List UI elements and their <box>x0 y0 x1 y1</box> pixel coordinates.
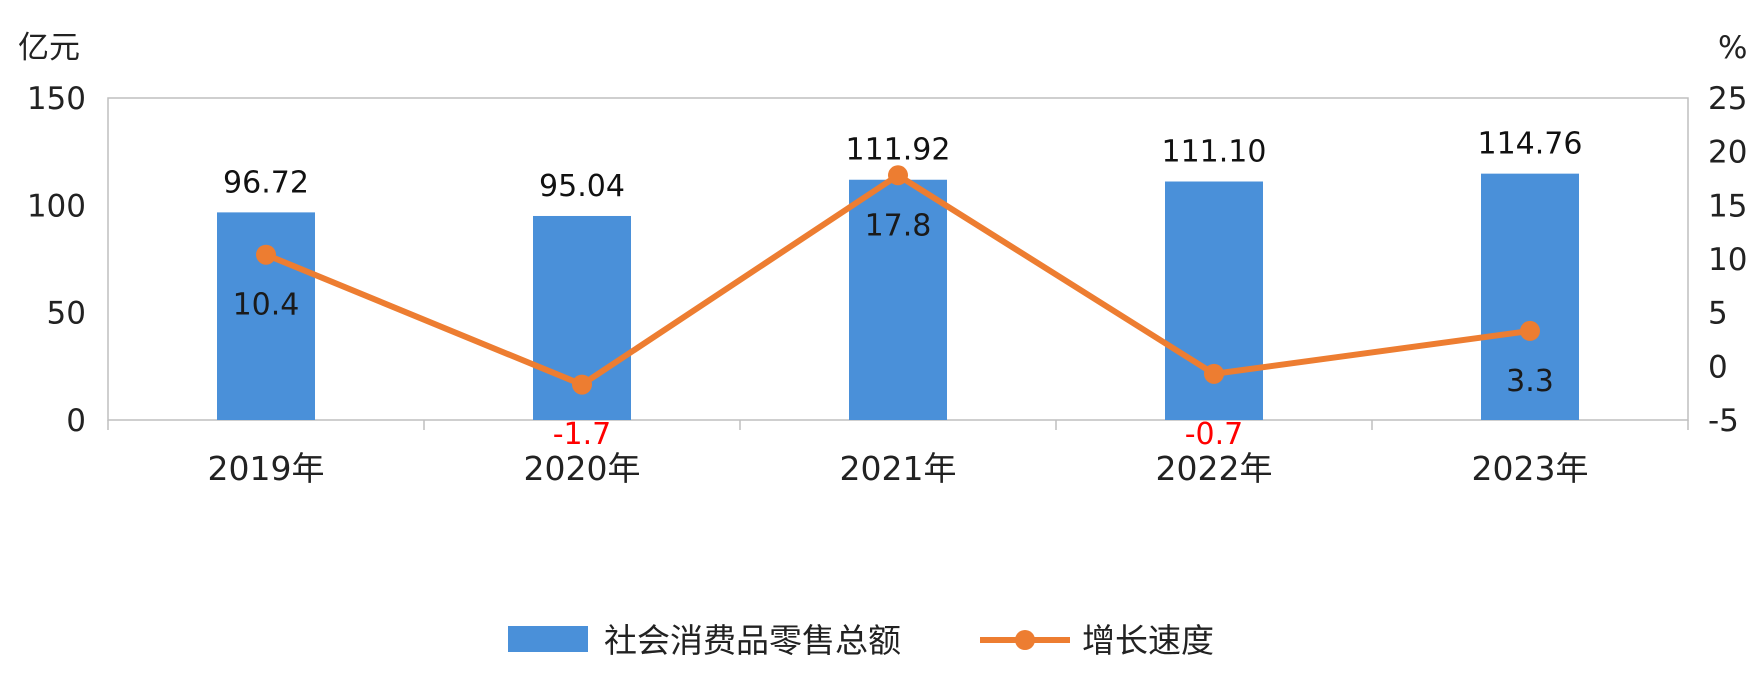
x-axis-category-label: 2020年 <box>524 449 641 488</box>
legend-bar-swatch <box>508 626 588 652</box>
left-axis-unit: 亿元 <box>18 30 80 66</box>
legend-line-marker <box>1015 630 1035 650</box>
right-axis-tick-label: 20 <box>1708 135 1747 171</box>
x-axis-category-label: 2022年 <box>1156 449 1273 488</box>
bar-value-label: 111.92 <box>846 133 951 168</box>
bar-2021年 <box>849 179 947 420</box>
bar-value-label: 95.04 <box>539 169 625 204</box>
left-axis-tick-label: 100 <box>27 188 86 224</box>
right-axis-tick-label: 15 <box>1708 188 1747 224</box>
growth-rate-label: 17.8 <box>865 208 932 243</box>
right-axis-tick-label: 10 <box>1708 242 1747 278</box>
growth-rate-label: -1.7 <box>553 417 612 452</box>
growth-rate-point <box>256 244 276 265</box>
growth-rate-point <box>1204 363 1224 384</box>
right-axis-tick-label: 5 <box>1708 296 1728 332</box>
bar-2022年 <box>1165 181 1263 420</box>
growth-rate-label: -0.7 <box>1185 417 1244 452</box>
bar-2023年 <box>1481 173 1579 420</box>
left-axis-tick-label: 50 <box>47 296 86 332</box>
bar-value-label: 114.76 <box>1478 127 1583 162</box>
x-axis-category-label: 2023年 <box>1472 449 1589 488</box>
right-axis-tick-label: 25 <box>1708 81 1747 117</box>
bar-value-label: 111.10 <box>1162 135 1267 170</box>
legend-line-label: 增长速度 <box>1082 621 1214 660</box>
right-axis-tick-label: 0 <box>1708 349 1728 385</box>
x-axis-category-label: 2021年 <box>840 449 957 488</box>
growth-rate-point <box>572 374 592 395</box>
growth-rate-point <box>888 165 908 186</box>
right-axis-tick-label: -5 <box>1708 403 1739 439</box>
left-axis-tick-label: 0 <box>66 403 86 439</box>
left-axis-tick-label: 150 <box>27 81 86 117</box>
legend-bar-label: 社会消费品零售总额 <box>604 621 901 660</box>
growth-rate-label: 10.4 <box>233 288 300 323</box>
growth-rate-label: 3.3 <box>1506 364 1554 399</box>
growth-rate-point <box>1520 320 1540 341</box>
right-axis-unit: % <box>1718 30 1747 66</box>
x-axis-category-label: 2019年 <box>208 449 325 488</box>
bar-value-label: 96.72 <box>223 165 309 200</box>
